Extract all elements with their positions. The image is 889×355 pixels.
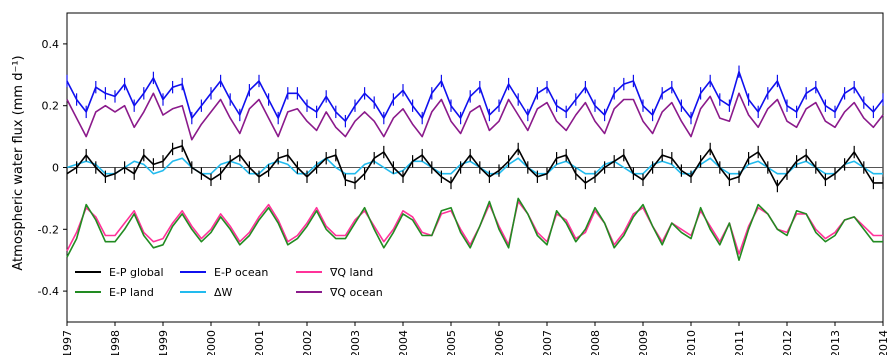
x-tick-label: 2012 (781, 330, 794, 355)
legend-label: ΔW (214, 286, 233, 299)
legend-label: E-P global (109, 266, 164, 279)
series-e-p-land (66, 197, 883, 262)
x-tick-label: 2001 (253, 330, 266, 355)
x-tick-label: 2011 (733, 330, 746, 355)
y-axis-ticks: -0.4 -0.2 0 0.2 0.4 (38, 38, 67, 298)
series-line (66, 197, 883, 262)
x-tick-label: 2005 (445, 330, 458, 355)
x-tick-label: 1997 (61, 330, 74, 355)
legend-item: ΔW (180, 286, 233, 299)
legend-label: E-P ocean (214, 266, 268, 279)
y-tick-label: 0.2 (42, 100, 60, 113)
series-line (66, 157, 883, 175)
legend: E-P global E-P ocean ∇Q land E-P land ΔW ∇Q o… (75, 266, 383, 299)
x-tick-label: 2009 (637, 330, 650, 355)
x-tick-label: 2013 (829, 330, 842, 355)
legend-item: E-P land (75, 286, 154, 299)
series--q-land (66, 200, 883, 255)
x-tick-label: 2006 (493, 330, 506, 355)
y-tick-label: 0.4 (42, 38, 60, 51)
series-e-p-global (66, 139, 884, 193)
series-e-p-ocean (66, 65, 884, 128)
x-tick-label: 2002 (301, 330, 314, 355)
legend-item: E-P global (75, 266, 164, 279)
series-line (66, 145, 883, 187)
legend-label: ∇Q land (329, 266, 373, 279)
series-line (66, 92, 884, 141)
y-tick-label: 0 (52, 162, 59, 175)
x-tick-label: 2003 (349, 330, 362, 355)
series-layer (66, 65, 884, 262)
series-line (66, 200, 883, 255)
x-tick-label: 1999 (157, 330, 170, 355)
x-tick-label: 2010 (685, 330, 698, 355)
x-tick-label: 2000 (205, 330, 218, 355)
series--q-ocean (66, 92, 884, 141)
series-line (66, 70, 884, 122)
x-tick-label: 2007 (541, 330, 554, 355)
x-tick-label: 1998 (109, 330, 122, 355)
x-tick-label: 2008 (589, 330, 602, 355)
series--w (66, 157, 883, 175)
legend-label: E-P land (109, 286, 154, 299)
legend-item: E-P ocean (180, 266, 268, 279)
legend-item: ∇Q land (296, 266, 373, 279)
y-tick-label: -0.4 (38, 285, 59, 298)
legend-item: ∇Q ocean (296, 286, 383, 299)
y-axis-label: Atmospheric water flux (mm d⁻¹) (11, 55, 26, 270)
plot-frame-layer (66, 12, 884, 323)
y-tick-label: -0.2 (38, 223, 59, 236)
x-axis-ticks: 1997 1998 1999 2000 2001 2002 2003 2004 2005 2006… (61, 322, 889, 355)
x-tick-label: 2004 (397, 330, 410, 355)
legend-label: ∇Q ocean (329, 286, 383, 299)
x-tick-label: 2014 (877, 330, 889, 355)
